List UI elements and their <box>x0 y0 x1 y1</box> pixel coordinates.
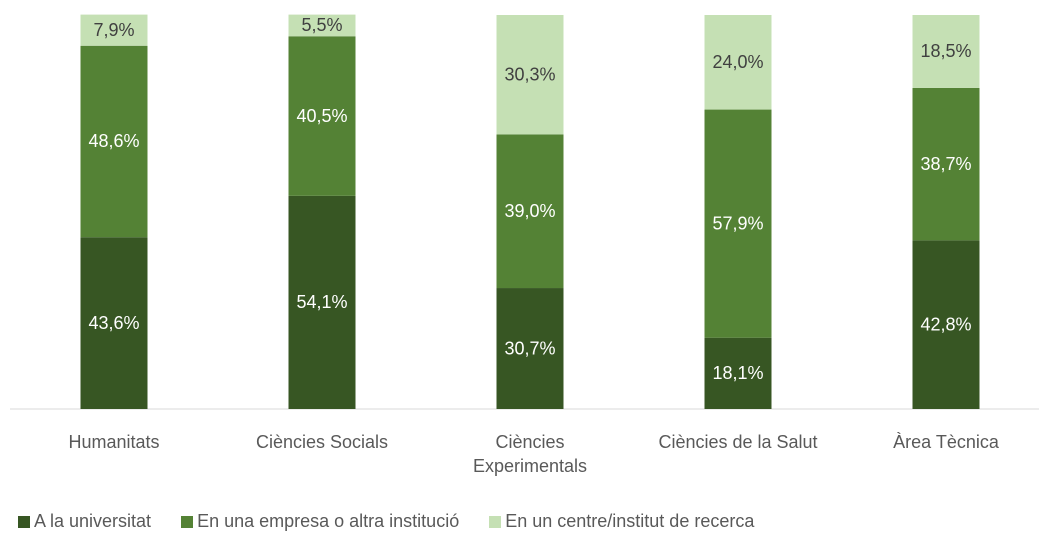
data-label: 40,5% <box>296 106 347 126</box>
x-tick-label: Ciències Socials <box>255 432 389 452</box>
data-label: 18,1% <box>712 363 763 383</box>
data-label: 7,9% <box>93 20 134 40</box>
data-label: 5,5% <box>301 15 342 35</box>
legend-item: A la universitat <box>18 511 151 532</box>
x-tick-label: Ciències de la Salut <box>658 432 818 452</box>
data-label: 43,6% <box>88 313 139 333</box>
data-label: 38,7% <box>920 154 971 174</box>
x-tick-label: Àrea Tècnica <box>893 432 999 452</box>
bar-segment <box>80 45 148 238</box>
bar-segment <box>496 15 564 135</box>
bar-segment <box>288 36 356 196</box>
data-label: 42,8% <box>920 314 971 334</box>
legend-label: A la universitat <box>34 511 152 531</box>
data-label: 18,5% <box>920 41 971 61</box>
data-label: 30,3% <box>504 64 555 84</box>
bar-segment <box>912 240 980 409</box>
data-label: 30,7% <box>504 338 555 358</box>
bar-segment <box>288 14 356 37</box>
bar-segment <box>912 87 980 241</box>
legend: A la universitat En una empresa o altra i… <box>18 511 754 532</box>
x-tick-label: Humanitats <box>68 432 160 452</box>
bar-segment <box>704 337 772 409</box>
data-label: 48,6% <box>88 131 139 151</box>
legend-item: En un centre/institut de recerca <box>489 511 754 532</box>
bar-segment <box>288 195 356 409</box>
bar-segment <box>912 15 980 88</box>
data-label: 54,1% <box>296 292 347 312</box>
x-tick-label: Ciències Experimentals <box>472 432 588 476</box>
legend-label: En un centre/institut de recerca <box>505 511 755 531</box>
data-label: 39,0% <box>504 201 555 221</box>
bar-segment <box>704 15 772 110</box>
bar-segment <box>704 109 772 338</box>
legend-item: En una empresa o altra institució <box>181 511 459 532</box>
bar-segment <box>80 14 148 46</box>
bar-segment <box>496 134 564 289</box>
data-label: 24,0% <box>712 52 763 72</box>
legend-swatch <box>181 515 194 528</box>
legend-swatch <box>18 515 30 528</box>
legend-swatch <box>489 515 502 528</box>
legend-label: En una empresa o altra institució <box>197 511 460 531</box>
data-label: 57,9% <box>712 213 763 233</box>
bar-segment <box>80 237 148 409</box>
bar-segment <box>496 288 564 409</box>
